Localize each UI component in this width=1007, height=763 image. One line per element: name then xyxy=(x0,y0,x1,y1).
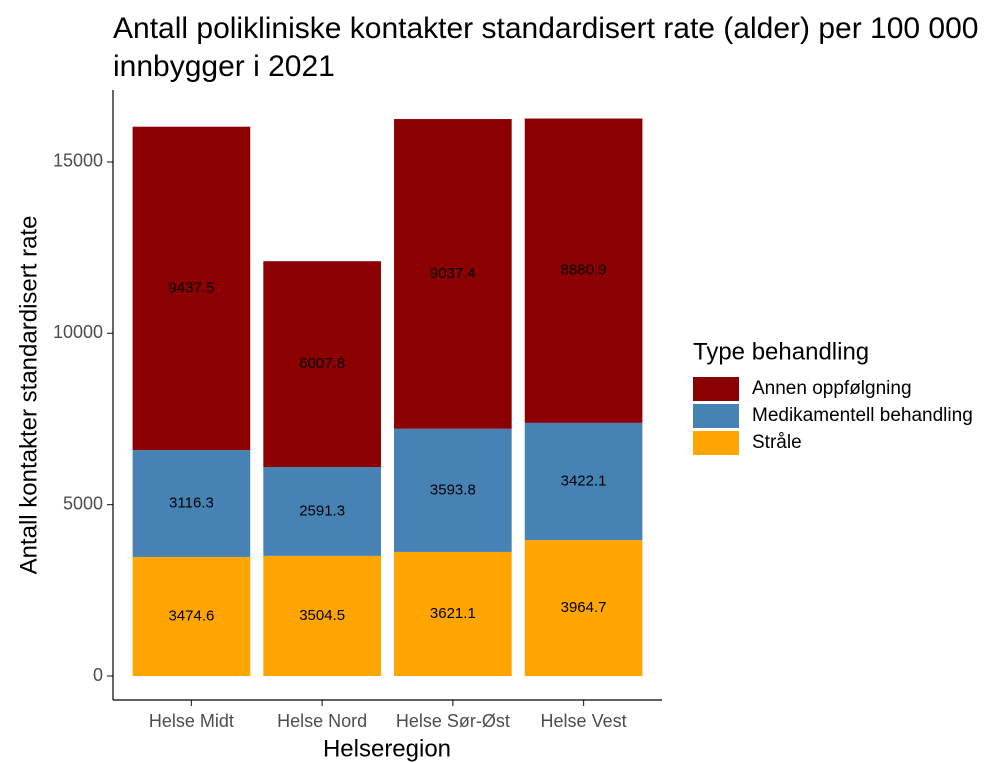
value-label: 3621.1 xyxy=(430,605,476,622)
value-label: 3474.6 xyxy=(168,607,214,624)
bar-segment xyxy=(394,428,512,552)
y-tick-label: 5000 xyxy=(63,493,103,513)
value-label: 6007.8 xyxy=(299,355,345,372)
x-tick-label: Helse Midt xyxy=(149,711,234,731)
bar-segment xyxy=(524,540,643,677)
x-tick-label: Helse Sør-Øst xyxy=(396,711,510,731)
value-label: 3422.1 xyxy=(561,472,607,489)
bar-segment xyxy=(524,422,643,541)
y-tick-label: 0 xyxy=(93,665,103,685)
y-tick-label: 10000 xyxy=(53,322,103,342)
bar-segment xyxy=(132,556,251,677)
legend-key xyxy=(693,431,739,455)
y-tick-label: 15000 xyxy=(53,151,103,171)
legend-key xyxy=(693,377,739,401)
x-tick-label: Helse Vest xyxy=(541,711,627,731)
bar-segment xyxy=(132,126,251,451)
value-label: 8880.9 xyxy=(561,262,607,279)
value-label: 3593.8 xyxy=(430,481,476,498)
bar-segment xyxy=(263,555,381,677)
y-axis-label: Antall kontakter standardisert rate xyxy=(15,216,42,575)
x-tick-label: Helse Nord xyxy=(277,711,367,731)
value-label: 9437.5 xyxy=(168,279,214,296)
x-axis-label: Helseregion xyxy=(323,735,451,762)
bar-segment xyxy=(263,261,381,468)
legend-label: Medikamentell behandling xyxy=(752,405,973,426)
legend-title: Type behandling xyxy=(693,338,869,365)
legend-key xyxy=(693,404,739,428)
value-label: 3964.7 xyxy=(561,599,607,616)
bar-segment xyxy=(263,467,381,556)
bar-segment xyxy=(524,118,643,423)
bar-segment xyxy=(132,450,251,557)
chart-title: Antall polikliniske kontakter standardis… xyxy=(113,12,979,83)
value-label: 3116.3 xyxy=(169,495,214,512)
bar-segment xyxy=(394,119,512,429)
value-label: 9037.4 xyxy=(430,265,476,282)
value-label: 3504.5 xyxy=(299,607,345,624)
legend-label: Annen oppfølgning xyxy=(752,378,912,399)
legend-label: Stråle xyxy=(752,432,802,453)
bar-segment xyxy=(394,551,512,677)
value-label: 2591.3 xyxy=(299,502,345,519)
